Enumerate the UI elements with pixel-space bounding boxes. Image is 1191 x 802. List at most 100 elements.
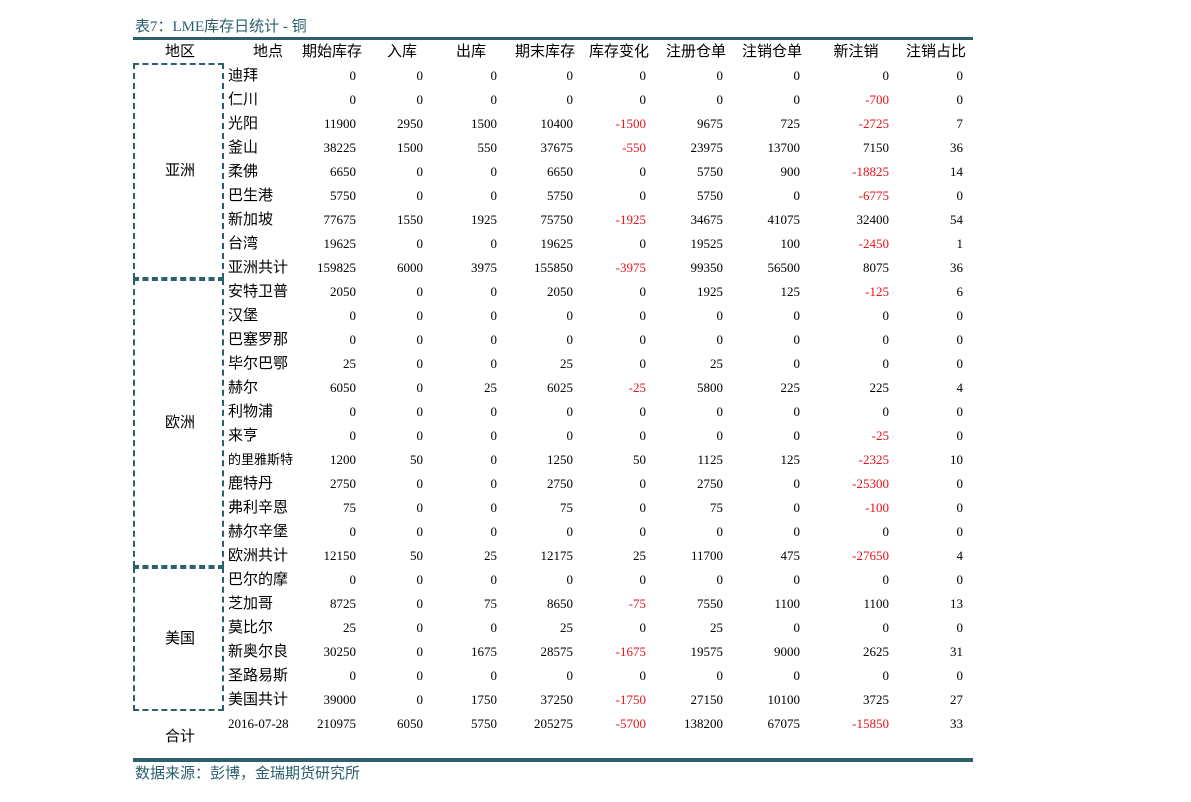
number-cell: 0 — [639, 404, 647, 419]
number-cell: 0 — [416, 692, 424, 707]
number-cell: 25 — [343, 356, 356, 371]
number-cell: 0 — [349, 428, 357, 443]
number-cell: 75 — [484, 596, 497, 611]
number-cell: 210975 — [317, 716, 356, 731]
number-cell: -2725 — [858, 116, 889, 131]
bottom-rule — [133, 758, 973, 762]
number-cell: 36 — [950, 140, 963, 155]
number-cell: 0 — [956, 332, 964, 347]
number-cell: 0 — [639, 572, 647, 587]
number-cell: 0 — [416, 308, 424, 323]
number-cell: 0 — [416, 92, 424, 107]
number-cell: 0 — [416, 188, 424, 203]
number-cell: 23975 — [690, 140, 724, 155]
region-cell: 美国 — [164, 631, 195, 647]
column-header: 期始库存 — [301, 44, 362, 60]
number-cell: 27150 — [690, 692, 724, 707]
number-cell: 41075 — [767, 212, 801, 227]
place-cell: 新加坡 — [228, 212, 274, 228]
number-cell: 0 — [490, 500, 498, 515]
number-cell: 0 — [956, 356, 964, 371]
number-cell: -75 — [628, 596, 646, 611]
number-cell: 75 — [710, 500, 723, 515]
number-cell: 155850 — [534, 260, 573, 275]
number-cell: 11900 — [323, 116, 356, 131]
number-cell: 6 — [956, 284, 964, 299]
number-cell: 6000 — [397, 260, 423, 275]
number-cell: 5750 — [697, 188, 723, 203]
number-cell: 10 — [950, 452, 963, 467]
number-cell: 19625 — [540, 236, 574, 251]
number-cell: 0 — [716, 668, 724, 683]
number-cell: 0 — [956, 92, 964, 107]
number-cell: 10100 — [767, 692, 801, 707]
source-note: 数据来源：彭博，金瑞期货研究所 — [135, 766, 361, 782]
number-cell: 25 — [343, 620, 356, 635]
number-cell: 0 — [882, 668, 890, 683]
place-cell: 亚洲共计 — [228, 260, 289, 276]
place-cell: 来亨 — [228, 428, 259, 444]
number-cell: 5750 — [471, 716, 497, 731]
number-cell: 1550 — [397, 212, 423, 227]
number-cell: 0 — [793, 428, 801, 443]
number-cell: 10400 — [540, 116, 574, 131]
number-cell: 0 — [956, 188, 964, 203]
number-cell: 12150 — [323, 548, 357, 563]
number-cell: 0 — [490, 428, 498, 443]
number-cell: 2625 — [863, 644, 889, 659]
number-cell: 0 — [956, 476, 964, 491]
region-box — [133, 279, 224, 567]
place-cell: 汉堡 — [228, 308, 259, 324]
number-cell: 0 — [416, 356, 424, 371]
number-cell: 0 — [793, 68, 801, 83]
number-cell: 0 — [882, 404, 890, 419]
number-cell: 225 — [869, 380, 890, 395]
number-cell: 0 — [639, 356, 647, 371]
number-cell: 0 — [793, 500, 801, 515]
number-cell: -1675 — [615, 644, 646, 659]
number-cell: 0 — [349, 572, 357, 587]
number-cell: 0 — [882, 68, 890, 83]
number-cell: 0 — [882, 308, 890, 323]
number-cell: 0 — [490, 92, 498, 107]
number-cell: 27 — [950, 692, 963, 707]
column-header: 地区 — [164, 44, 195, 60]
number-cell: 0 — [566, 68, 574, 83]
number-cell: 37250 — [540, 692, 574, 707]
number-cell: 0 — [793, 308, 801, 323]
number-cell: 67075 — [767, 716, 801, 731]
number-cell: 0 — [490, 188, 498, 203]
number-cell: -6775 — [858, 188, 889, 203]
column-header: 注册仓单 — [665, 44, 726, 60]
place-cell: 赫尔辛堡 — [228, 524, 289, 540]
number-cell: 1100 — [774, 596, 800, 611]
number-cell: 0 — [349, 524, 357, 539]
number-cell: 0 — [793, 92, 801, 107]
number-cell: 0 — [716, 332, 724, 347]
number-cell: -550 — [622, 140, 646, 155]
number-cell: 7150 — [863, 140, 889, 155]
number-cell: 6025 — [547, 380, 573, 395]
number-cell: 0 — [416, 644, 424, 659]
number-cell: 125 — [780, 452, 801, 467]
number-cell: 1925 — [471, 212, 497, 227]
number-cell: 0 — [956, 572, 964, 587]
region-cell: 亚洲 — [164, 163, 195, 179]
number-cell: 1125 — [697, 452, 723, 467]
number-cell: 7 — [956, 116, 964, 131]
number-cell: 9675 — [697, 116, 723, 131]
number-cell: 0 — [416, 164, 424, 179]
number-cell: 0 — [416, 284, 424, 299]
number-cell: -1925 — [615, 212, 646, 227]
number-cell: 11700 — [690, 548, 723, 563]
number-cell: 36 — [950, 260, 963, 275]
number-cell: 1925 — [697, 284, 723, 299]
number-cell: 0 — [639, 68, 647, 83]
number-cell: 3975 — [471, 260, 497, 275]
number-cell: 0 — [956, 308, 964, 323]
number-cell: 34675 — [690, 212, 724, 227]
number-cell: 0 — [716, 92, 724, 107]
number-cell: 0 — [793, 620, 801, 635]
number-cell: 0 — [956, 620, 964, 635]
